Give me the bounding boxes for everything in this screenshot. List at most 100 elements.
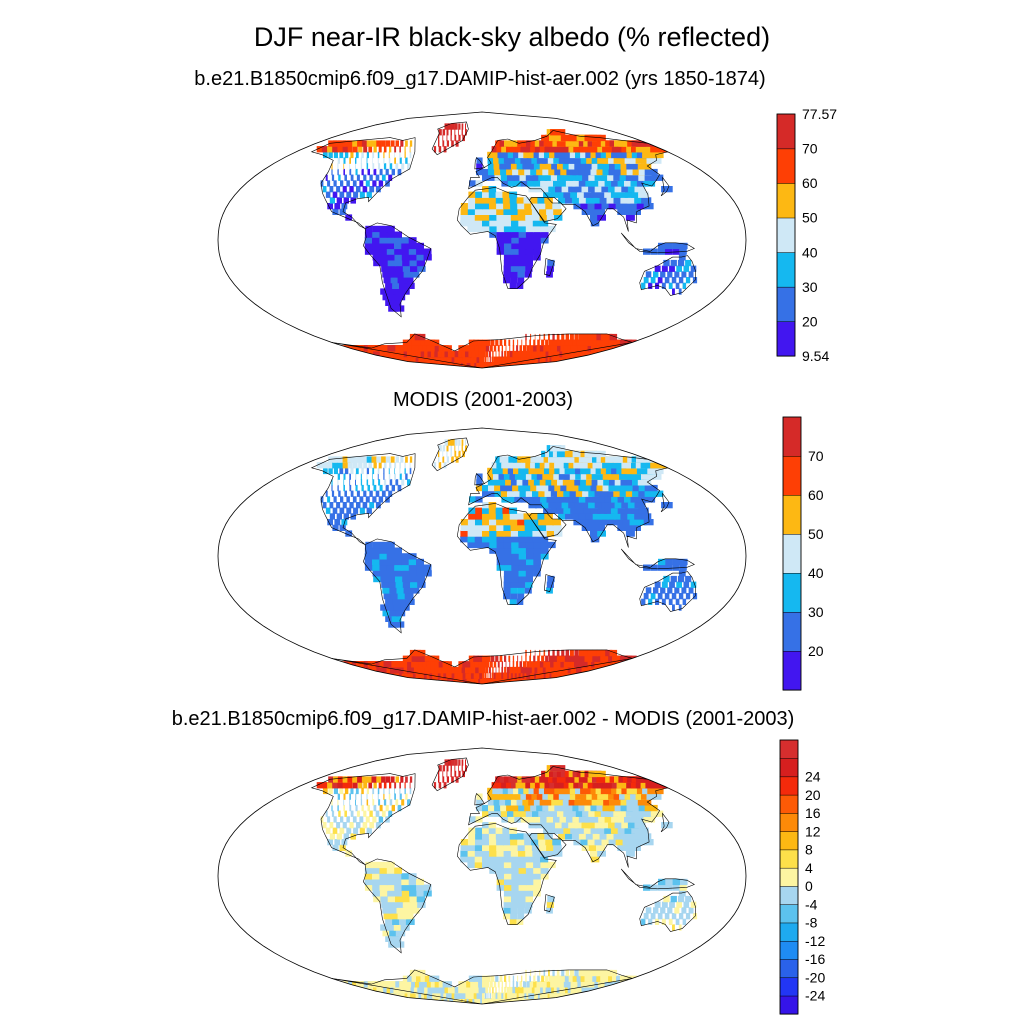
grid-cell [542,157,552,164]
grid-cell [506,350,510,358]
colorbar-label: 60 [808,487,824,503]
grid-cell [627,197,638,204]
colorbar-swatch [782,611,802,652]
grid-cell [505,661,507,668]
grid-cell [558,157,570,164]
grid-cell [525,867,534,874]
grid-cell [643,816,656,823]
grid-cell [349,502,354,509]
coastlines [310,757,697,1004]
grid-cell [490,655,495,662]
grid-cell [650,782,669,789]
grid-cell [500,174,509,181]
grid-cell [446,456,449,463]
grid-cell [591,180,602,187]
grid-cell [555,186,565,193]
grid-cell [416,564,425,571]
grid-cell [386,867,395,874]
grid-cell [571,513,581,520]
grid-cell [622,839,633,846]
grid-cell [404,913,414,920]
grid-cell [501,496,510,503]
grid-cell [346,827,352,834]
grid-cell [383,467,385,475]
grid-cell [474,856,483,863]
grid-cell [504,867,512,874]
grid-cell [365,225,373,233]
grid-cell [551,479,561,486]
grid-cell [451,456,454,463]
grid-cell [596,208,605,215]
grid-cell [512,986,517,994]
grid-cell [349,473,351,480]
grid-cell [371,776,377,783]
grid-cell [460,519,469,526]
grid-cell [643,496,656,503]
grid-cell [540,816,549,823]
grid-cell [496,867,505,874]
grid-cell [489,981,493,988]
grid-cell [405,157,408,164]
grid-cell [496,237,505,244]
grid-cell [487,799,495,806]
grid-cell [400,776,404,783]
grid-cell [517,456,526,463]
grid-cell [344,490,347,497]
grid-cell [391,615,402,622]
grid-cell [525,575,533,583]
grid-cell [405,793,408,800]
coastline-australia [639,571,697,612]
grid-cell [410,901,419,908]
colorbar-label: 70 [802,141,818,157]
grid-cell [495,456,502,463]
grid-cell [496,225,505,233]
grid-cell [678,890,686,897]
grid-cell [372,248,381,255]
grid-cell [401,570,411,577]
grid-cell [511,248,520,255]
grid-cell [549,975,553,982]
grid-cell [643,913,649,920]
grid-cell [504,350,507,358]
grid-cell [396,271,406,278]
grid-cell [530,804,539,812]
grid-cell [476,799,483,806]
grid-cell [409,140,413,147]
grid-cell [345,214,353,221]
grid-cell [619,810,632,817]
grid-cell [549,787,560,795]
grid-cell [660,907,666,914]
grid-cell [316,462,324,469]
grid-cell [467,839,476,846]
grid-cell [503,519,512,526]
colorbar-swatch [779,922,799,942]
grid-cell [533,237,542,244]
grid-cell [502,787,511,795]
grid-cell [524,587,532,594]
grid-cell [512,140,521,147]
grid-cell [508,339,511,346]
grid-cell [454,134,457,142]
colorbar-label: 20 [805,787,821,803]
grid-cell [474,220,483,227]
grid-cell [352,816,357,823]
grid-cell [409,151,412,159]
grid-cell [389,271,399,278]
grid-cell [383,787,385,795]
grid-cell [688,907,694,914]
grid-cell [496,564,505,571]
grid-cell [525,901,533,908]
grid-cell [515,986,521,994]
grid-cell [493,479,501,486]
grid-cell [505,163,513,170]
grid-cell [450,134,452,142]
grid-cell [474,844,483,851]
grid-cell [381,776,386,783]
grid-cell [654,265,661,272]
grid-cell [543,981,550,988]
grid-cell [583,969,589,977]
grid-cell [503,844,512,851]
colorbar-swatch [779,794,799,814]
grid-cell [359,180,364,187]
grid-cell [531,524,541,531]
